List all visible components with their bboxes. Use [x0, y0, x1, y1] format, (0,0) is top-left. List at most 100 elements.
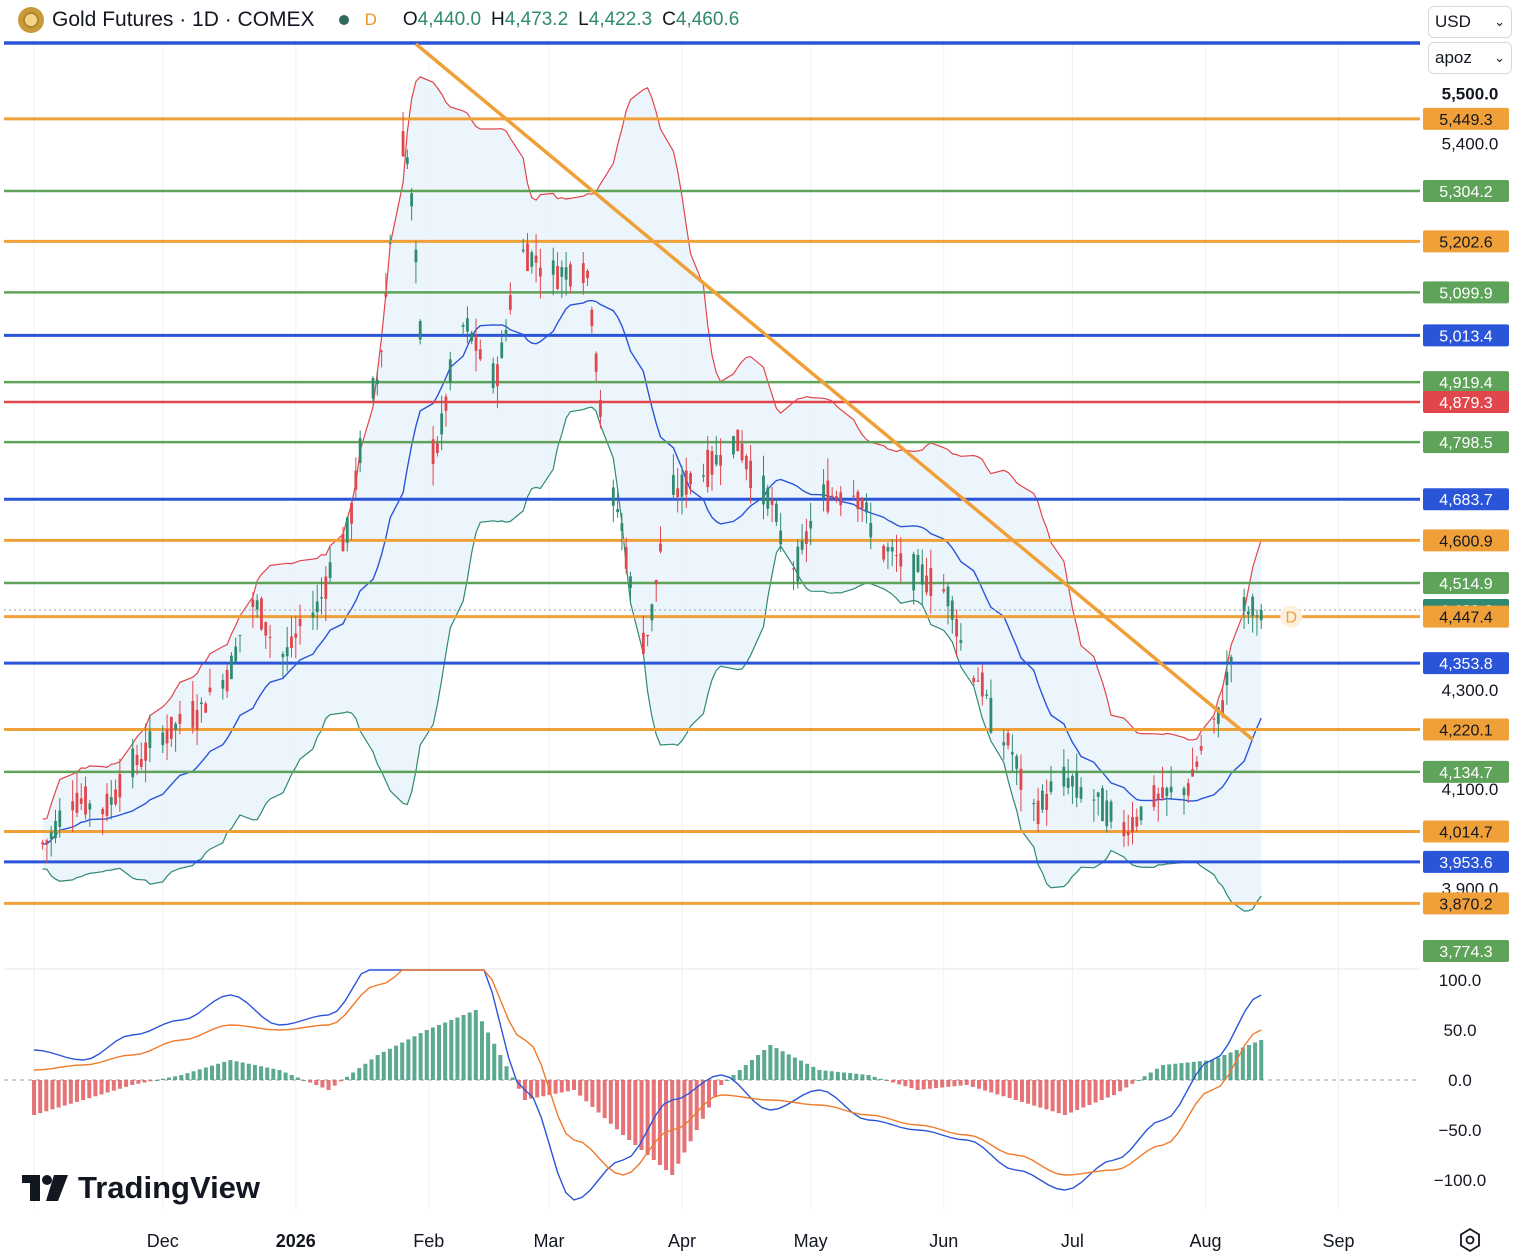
price-label-text: 5,304.2: [1439, 184, 1492, 201]
histogram-bar: [940, 1080, 945, 1088]
histogram-bar: [283, 1072, 288, 1080]
histogram-bar: [719, 1080, 724, 1085]
candle-body: [611, 487, 615, 506]
candle-body: [358, 438, 362, 463]
candle-body: [230, 655, 233, 680]
histogram-bar: [1124, 1080, 1129, 1088]
price-label-bg: [1423, 371, 1509, 394]
histogram-bar: [664, 1080, 669, 1170]
candle-body: [852, 495, 855, 497]
high-key: H: [491, 9, 505, 30]
histogram-bar: [430, 1027, 435, 1080]
candle-body: [1045, 793, 1049, 810]
histogram-bar: [737, 1070, 742, 1080]
histogram-bar: [142, 1080, 147, 1083]
histogram-bar: [1179, 1063, 1184, 1080]
candle-body: [165, 729, 169, 744]
candle-body: [1199, 746, 1203, 751]
histogram-bar: [344, 1076, 349, 1080]
histogram-bar: [749, 1060, 754, 1080]
candle-body: [676, 488, 680, 498]
histogram-bar: [1148, 1072, 1153, 1080]
histogram-bar: [81, 1080, 86, 1100]
candle-body: [530, 252, 534, 267]
candle-body: [650, 604, 654, 621]
histogram-bar: [185, 1073, 190, 1080]
candle-body: [740, 443, 744, 461]
candle-body: [899, 553, 903, 567]
histogram-bar: [387, 1048, 392, 1080]
price-label-bg: [1423, 391, 1509, 414]
histogram-bar: [259, 1066, 264, 1080]
histogram-bar: [510, 1077, 515, 1080]
histogram-bar: [1154, 1068, 1159, 1080]
price-label-bg: [1423, 488, 1509, 511]
candle-body: [830, 495, 834, 497]
candle-body: [1032, 802, 1036, 805]
histogram-bar: [590, 1080, 595, 1107]
candle-body: [972, 678, 976, 683]
candle-body: [526, 243, 529, 272]
histogram-bar: [1007, 1080, 1012, 1099]
candle-body: [521, 249, 525, 252]
candle-body: [1105, 800, 1109, 827]
histogram-bar: [38, 1080, 43, 1114]
currency-select[interactable]: USD ⌄: [1428, 6, 1512, 38]
settings-gear-icon[interactable]: [1456, 1226, 1484, 1254]
currency-select-value: USD: [1435, 12, 1471, 31]
histogram-bar: [608, 1080, 613, 1124]
candle-body: [195, 709, 199, 730]
histogram-bar: [449, 1020, 454, 1080]
tradingview-logo[interactable]: TradingView: [22, 1170, 260, 1206]
candle-body: [380, 350, 383, 352]
time-axis-tick: Jul: [1061, 1231, 1084, 1251]
histogram-bar: [1062, 1080, 1067, 1115]
candle-body: [865, 502, 868, 513]
oscillator-line: [33, 969, 1262, 1176]
price-label-bg: [1423, 107, 1509, 130]
histogram-bar: [1118, 1080, 1123, 1092]
candle-body: [174, 723, 178, 730]
price-label-bg: [1423, 572, 1509, 595]
candle-body: [629, 576, 632, 589]
histogram-bar: [479, 1021, 484, 1080]
histogram-bar: [1087, 1080, 1092, 1105]
histogram-bar: [976, 1080, 981, 1089]
histogram-bar: [130, 1080, 135, 1085]
price-axis-tick: 4,300.0: [1442, 681, 1499, 700]
candle-body: [641, 632, 645, 654]
time-axis-tick: Apr: [668, 1231, 696, 1251]
histogram-bar: [209, 1065, 214, 1080]
candle-body: [101, 808, 105, 815]
histogram-bar: [578, 1080, 583, 1096]
histogram-bar: [1228, 1052, 1233, 1080]
histogram-bar: [357, 1068, 362, 1080]
candle-body: [762, 475, 765, 505]
price-label-text: 3,953.6: [1439, 855, 1492, 872]
candle-body: [1092, 799, 1096, 801]
histogram-bar: [234, 1061, 239, 1080]
candle-body: [491, 363, 495, 389]
histogram-bar: [645, 1080, 650, 1155]
unit-select[interactable]: apoz ⌄: [1428, 42, 1512, 74]
candle-body: [109, 797, 113, 805]
candle-body: [131, 748, 135, 778]
histogram-bar: [884, 1080, 889, 1081]
symbol-title[interactable]: Gold Futures · 1D · COMEX: [52, 8, 315, 31]
candle-body: [1010, 752, 1014, 755]
candle-body: [350, 502, 353, 524]
low-key: L: [578, 9, 589, 30]
candle-body: [285, 647, 289, 657]
histogram-bar: [498, 1055, 503, 1080]
candle-body: [624, 546, 628, 569]
histogram-bar: [105, 1080, 110, 1093]
candle-body: [238, 635, 242, 637]
histogram-bar: [418, 1033, 423, 1080]
market-status-dot-icon: [338, 15, 349, 25]
histogram-bar: [62, 1080, 67, 1106]
histogram-bar: [529, 1080, 534, 1099]
candle-body: [1006, 733, 1010, 746]
candle-body: [1212, 718, 1216, 720]
candle-body: [1041, 790, 1044, 810]
